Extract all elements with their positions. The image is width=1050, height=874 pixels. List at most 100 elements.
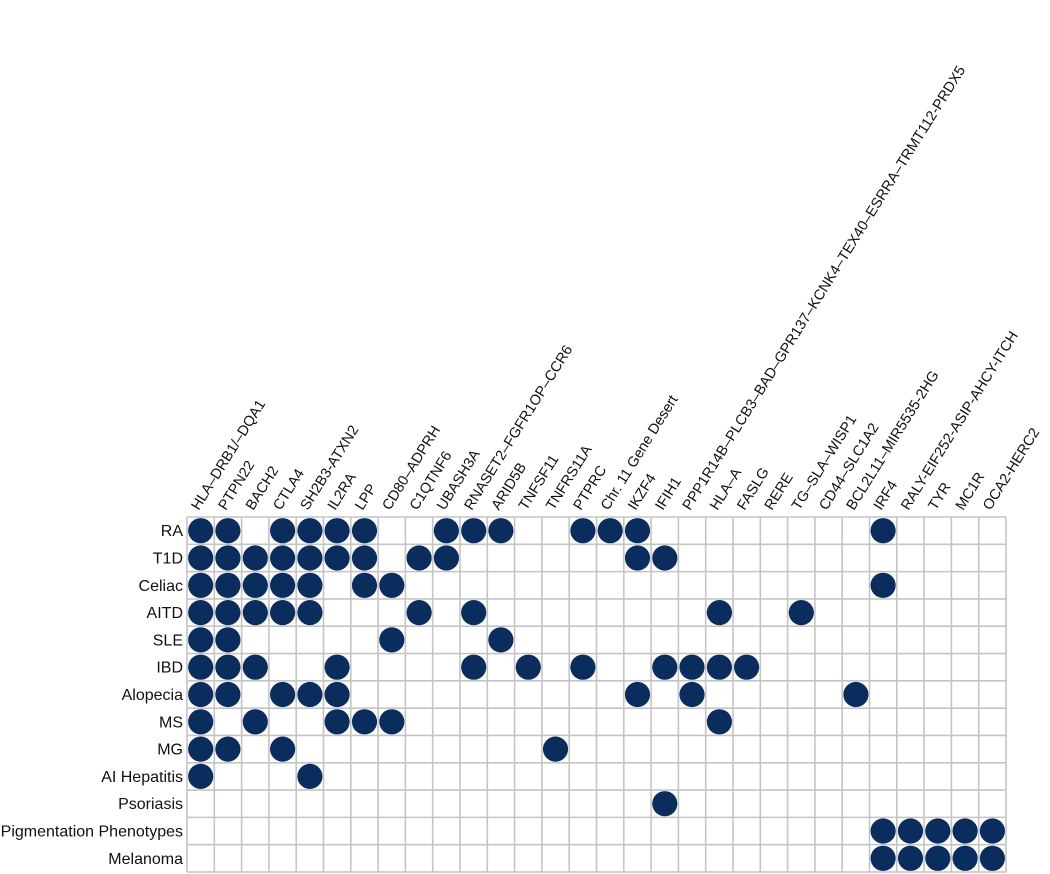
association-dot <box>324 709 350 735</box>
association-dot <box>215 627 241 653</box>
association-dot <box>488 627 514 653</box>
association-dot <box>843 681 869 708</box>
association-dot <box>406 545 432 571</box>
association-dot <box>433 545 459 571</box>
association-dot <box>297 763 323 790</box>
association-dot <box>679 654 705 680</box>
association-dot <box>542 736 569 762</box>
association-dot <box>488 518 514 544</box>
association-dot <box>351 518 378 544</box>
column-label: OCA2-HERC2 <box>980 425 1043 513</box>
association-dot <box>952 845 978 871</box>
association-dot <box>351 545 378 571</box>
column-label: PPP1R14B–PLCB3–BAD–GPR137–KCNK4–TEX40–ES… <box>680 63 969 513</box>
column-label: LPP <box>352 481 380 513</box>
association-dot <box>624 681 651 708</box>
association-dot <box>870 572 896 598</box>
column-labels: HLA–DRB1/–DQA1PTPN22BACH2CTLA4SH2B3-ATXN… <box>189 63 1044 513</box>
association-dot <box>270 545 296 571</box>
association-dot <box>324 518 350 544</box>
association-dot <box>570 654 596 680</box>
association-dot <box>706 654 733 680</box>
row-label: IBD <box>156 660 183 677</box>
association-dot <box>188 518 214 544</box>
row-label: RA <box>161 523 184 540</box>
association-dot <box>270 681 296 708</box>
association-dot <box>624 518 651 544</box>
row-label: Alopecia <box>122 687 183 704</box>
association-dot <box>188 545 214 571</box>
row-labels: RA T1D Celiac AITD SLE IBD Alopecia MS MG AI Hepa… <box>1 523 184 868</box>
row-label: MG <box>157 742 183 759</box>
association-dot <box>597 518 623 544</box>
association-dot <box>379 709 405 735</box>
row-label: Psoriasis <box>118 796 183 813</box>
association-dot <box>897 818 924 844</box>
association-dot <box>324 545 350 571</box>
association-dot <box>215 736 241 762</box>
row-label: SLE <box>153 632 183 649</box>
association-dot <box>461 600 487 626</box>
association-dot <box>242 654 268 680</box>
association-dot <box>188 709 214 735</box>
association-dot <box>215 545 241 571</box>
association-dot <box>270 518 296 544</box>
row-label: MS <box>159 714 183 731</box>
row-label: AI Hepatitis <box>101 769 183 786</box>
association-dot <box>515 654 541 680</box>
association-dot <box>242 709 268 735</box>
association-dot <box>215 518 241 544</box>
association-dot <box>652 545 678 571</box>
association-dot <box>679 681 705 708</box>
grid-lines <box>186 516 1007 873</box>
association-dot <box>297 572 323 598</box>
association-dot <box>870 818 896 844</box>
row-label: T1D <box>153 551 183 568</box>
association-dot <box>188 572 214 598</box>
association-dot <box>270 572 296 598</box>
association-dot <box>406 600 432 626</box>
association-dot <box>297 545 323 571</box>
association-dot <box>351 572 378 598</box>
association-dot <box>624 545 651 571</box>
association-dot <box>706 600 733 626</box>
association-dot <box>297 681 323 708</box>
association-dot <box>979 845 1006 871</box>
association-dot <box>215 600 241 626</box>
association-dot <box>870 845 896 871</box>
association-dot <box>242 572 268 598</box>
row-label: Pigmentation Phenotypes <box>1 824 183 841</box>
association-dot <box>706 709 733 735</box>
association-dots <box>188 518 1006 871</box>
association-dot <box>270 736 296 762</box>
association-dot <box>215 681 241 708</box>
row-label: AITD <box>147 605 183 622</box>
association-dot <box>215 572 241 598</box>
association-dot <box>979 818 1006 844</box>
association-dot <box>788 600 814 626</box>
association-dot <box>461 654 487 680</box>
association-dot <box>734 654 760 680</box>
association-dot <box>570 518 596 544</box>
association-dot <box>433 518 459 544</box>
association-dot <box>379 627 405 653</box>
association-dot <box>188 736 214 762</box>
association-dot <box>215 654 241 680</box>
association-dot <box>952 818 978 844</box>
association-dot <box>324 681 350 708</box>
association-dot <box>297 600 323 626</box>
association-dot <box>652 654 678 680</box>
association-dot <box>652 791 678 817</box>
association-dot <box>379 572 405 598</box>
association-dot <box>351 709 378 735</box>
association-dot <box>188 627 214 653</box>
association-dot <box>297 518 323 544</box>
association-dot <box>897 845 924 871</box>
association-dot <box>188 600 214 626</box>
row-label: Celiac <box>139 578 183 595</box>
column-label: TYR <box>926 480 955 513</box>
association-dot <box>188 763 214 790</box>
association-dot <box>324 654 350 680</box>
association-dot <box>925 845 951 871</box>
